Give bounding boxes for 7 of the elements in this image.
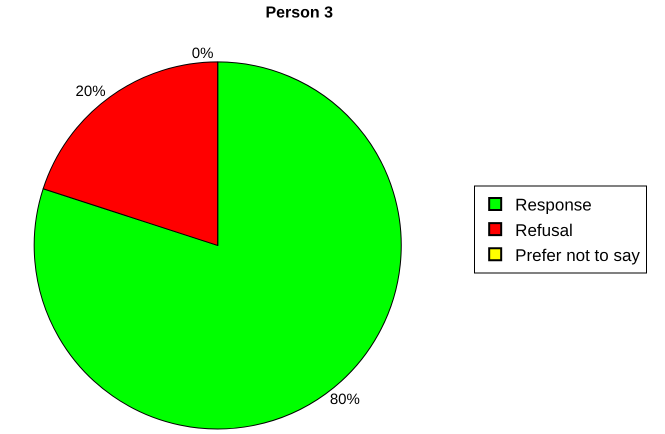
legend-label: Prefer not to say — [515, 246, 640, 265]
chart-title: Person 3 — [265, 4, 334, 22]
text: 0% — [192, 44, 214, 62]
data-label: 20% — [76, 82, 106, 100]
legend-label: Refusal — [515, 220, 573, 240]
legend-label: Response — [515, 196, 592, 215]
data-label: 80% — [330, 391, 360, 408]
